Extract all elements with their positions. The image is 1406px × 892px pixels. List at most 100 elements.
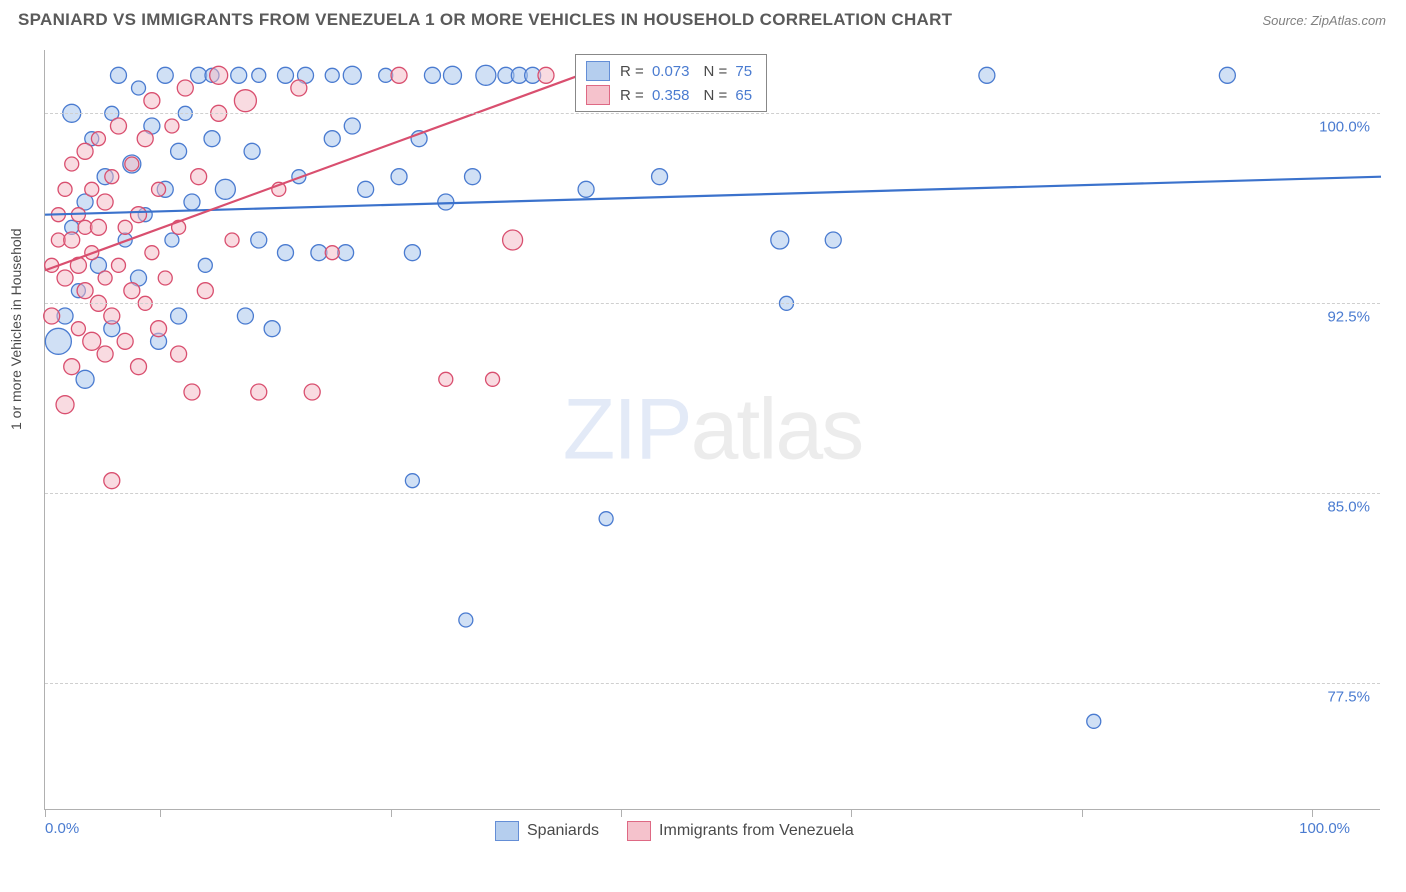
gridline	[45, 683, 1380, 684]
data-point	[465, 169, 481, 185]
trend-line	[45, 75, 579, 270]
data-point	[599, 512, 613, 526]
data-point	[165, 233, 179, 247]
data-point	[56, 396, 74, 414]
data-point	[104, 473, 120, 489]
x-axis-min-label: 0.0%	[45, 820, 79, 837]
legend-r-label: R = 0.073	[620, 63, 693, 80]
data-point	[358, 181, 374, 197]
legend-swatch	[586, 61, 610, 81]
y-tick-label: 100.0%	[1319, 119, 1370, 136]
data-point	[97, 194, 113, 210]
data-point	[324, 131, 340, 147]
data-point	[424, 67, 440, 83]
data-point	[118, 220, 132, 234]
legend-series: Spaniards Immigrants from Venezuela	[495, 821, 854, 841]
plot-svg	[45, 50, 1380, 809]
data-point	[476, 65, 496, 85]
data-point	[237, 308, 253, 324]
data-point	[825, 232, 841, 248]
legend-stats-row: R = 0.073 N = 75	[586, 59, 756, 83]
data-point	[44, 308, 60, 324]
data-point	[191, 169, 207, 185]
data-point	[124, 283, 140, 299]
legend-swatch	[586, 85, 610, 105]
data-point	[210, 66, 228, 84]
data-point	[438, 194, 454, 210]
data-point	[117, 333, 133, 349]
x-tick	[621, 809, 622, 817]
data-point	[304, 384, 320, 400]
data-point	[252, 68, 266, 82]
data-point	[64, 359, 80, 375]
data-point	[85, 182, 99, 196]
data-point	[439, 372, 453, 386]
data-point	[344, 118, 360, 134]
data-point	[157, 67, 173, 83]
x-tick	[160, 809, 161, 817]
data-point	[131, 359, 147, 375]
data-point	[104, 308, 120, 324]
data-point	[343, 66, 361, 84]
data-point	[58, 182, 72, 196]
data-point	[97, 346, 113, 362]
data-point	[45, 328, 71, 354]
data-point	[198, 258, 212, 272]
data-point	[979, 67, 995, 83]
data-point	[152, 182, 166, 196]
source-label: Source: ZipAtlas.com	[1262, 13, 1386, 28]
data-point	[184, 384, 200, 400]
legend-stats-row: R = 0.358N = 65	[586, 83, 756, 107]
legend-series-item: Immigrants from Venezuela	[627, 821, 854, 841]
data-point	[391, 67, 407, 83]
data-point	[144, 93, 160, 109]
chart-area: ZIPatlas R = 0.073N = 75R = 0.358N = 65 …	[44, 50, 1380, 810]
legend-n-label: N = 65	[703, 87, 756, 104]
data-point	[177, 80, 193, 96]
data-point	[277, 245, 293, 261]
data-point	[171, 308, 187, 324]
data-point	[71, 322, 85, 336]
data-point	[405, 474, 419, 488]
data-point	[215, 179, 235, 199]
x-tick	[45, 809, 46, 817]
data-point	[652, 169, 668, 185]
data-point	[404, 245, 420, 261]
data-point	[291, 80, 307, 96]
data-point	[64, 232, 80, 248]
legend-series-label: Spaniards	[527, 822, 599, 840]
data-point	[578, 181, 594, 197]
data-point	[57, 270, 73, 286]
data-point	[325, 68, 339, 82]
data-point	[98, 271, 112, 285]
data-point	[264, 321, 280, 337]
data-point	[391, 169, 407, 185]
legend-n-label: N = 75	[703, 63, 756, 80]
data-point	[83, 332, 101, 350]
data-point	[231, 67, 247, 83]
data-point	[77, 143, 93, 159]
legend-swatch	[627, 821, 651, 841]
data-point	[132, 81, 146, 95]
data-point	[171, 346, 187, 362]
data-point	[105, 170, 119, 184]
data-point	[277, 67, 293, 83]
data-point	[125, 157, 139, 171]
data-point	[151, 321, 167, 337]
x-axis-max-label: 100.0%	[1299, 820, 1350, 837]
legend-series-item: Spaniards	[495, 821, 599, 841]
data-point	[338, 245, 354, 261]
data-point	[503, 230, 523, 250]
data-point	[191, 67, 207, 83]
data-point	[459, 613, 473, 627]
y-tick-label: 85.0%	[1327, 499, 1370, 516]
data-point	[251, 384, 267, 400]
data-point	[137, 131, 153, 147]
trend-line	[45, 177, 1381, 215]
data-point	[197, 283, 213, 299]
x-tick	[1312, 809, 1313, 817]
data-point	[251, 232, 267, 248]
data-point	[225, 233, 239, 247]
data-point	[158, 271, 172, 285]
legend-series-label: Immigrants from Venezuela	[659, 822, 854, 840]
